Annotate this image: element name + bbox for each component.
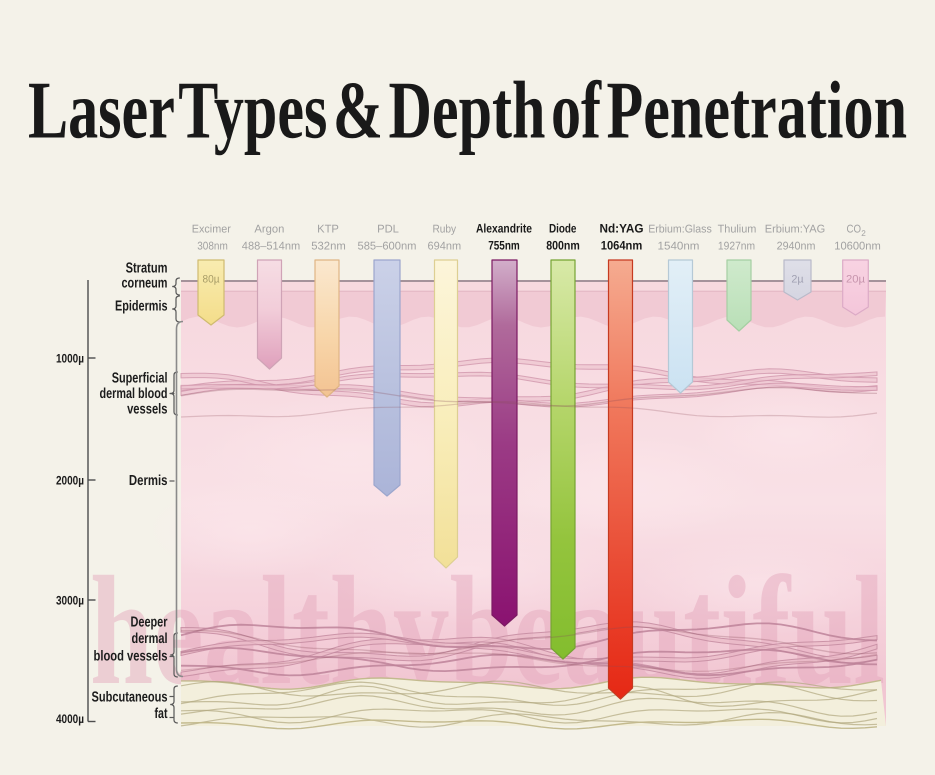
- svg-text:Deeper: Deeper: [131, 615, 168, 631]
- svg-text:Superficial: Superficial: [112, 370, 168, 386]
- svg-text:10600nm: 10600nm: [834, 241, 881, 253]
- svg-text:2940nm: 2940nm: [777, 241, 816, 253]
- svg-text:1000µ: 1000µ: [56, 351, 84, 365]
- svg-text:vessels: vessels: [127, 402, 167, 418]
- svg-text:Stratum: Stratum: [126, 260, 168, 276]
- svg-text:Laser Types & Depth of Penetra: Laser Types & Depth of Penetration: [28, 65, 907, 156]
- svg-text:1540nm: 1540nm: [658, 241, 700, 253]
- svg-text:694nm: 694nm: [428, 241, 462, 253]
- svg-text:Thulium: Thulium: [718, 224, 757, 236]
- svg-text:4000µ: 4000µ: [56, 712, 84, 726]
- svg-text:755nm: 755nm: [488, 239, 520, 253]
- svg-text:blood vessels: blood vessels: [94, 649, 168, 665]
- svg-text:Erbium:YAG: Erbium:YAG: [765, 224, 826, 236]
- svg-text:PDL: PDL: [377, 224, 399, 236]
- svg-text:Epidermis: Epidermis: [115, 298, 168, 314]
- svg-text:488–514nm: 488–514nm: [242, 241, 300, 253]
- svg-text:532nm: 532nm: [311, 241, 346, 253]
- svg-text:Alexandrite: Alexandrite: [476, 222, 532, 236]
- svg-text:Nd:YAG: Nd:YAG: [600, 222, 644, 236]
- svg-text:Dermis: Dermis: [129, 473, 168, 489]
- svg-text:2µ: 2µ: [791, 274, 803, 286]
- svg-text:80µ: 80µ: [203, 274, 220, 286]
- svg-text:20µ: 20µ: [846, 274, 865, 286]
- svg-text:1927nm: 1927nm: [718, 241, 755, 253]
- svg-text:Subcutaneous: Subcutaneous: [92, 690, 168, 706]
- svg-text:corneum: corneum: [122, 276, 168, 292]
- svg-text:3000µ: 3000µ: [56, 593, 84, 607]
- svg-text:Ruby: Ruby: [432, 224, 456, 236]
- svg-text:dermal: dermal: [132, 631, 168, 647]
- svg-text:800nm: 800nm: [546, 239, 580, 253]
- svg-text:585–600nm: 585–600nm: [358, 241, 417, 253]
- svg-text:KTP: KTP: [317, 224, 339, 236]
- svg-text:dermal blood: dermal blood: [100, 386, 168, 402]
- svg-text:CO: CO: [847, 224, 862, 236]
- svg-text:2000µ: 2000µ: [56, 473, 84, 487]
- svg-text:fat: fat: [155, 706, 168, 722]
- svg-text:Erbium:Glass: Erbium:Glass: [648, 224, 712, 236]
- svg-text:2: 2: [861, 229, 866, 238]
- svg-text:308nm: 308nm: [197, 241, 228, 253]
- svg-text:Diode: Diode: [549, 222, 577, 236]
- svg-text:Argon: Argon: [254, 224, 284, 236]
- svg-text:1064nm: 1064nm: [601, 239, 643, 253]
- svg-text:Excimer: Excimer: [192, 224, 231, 236]
